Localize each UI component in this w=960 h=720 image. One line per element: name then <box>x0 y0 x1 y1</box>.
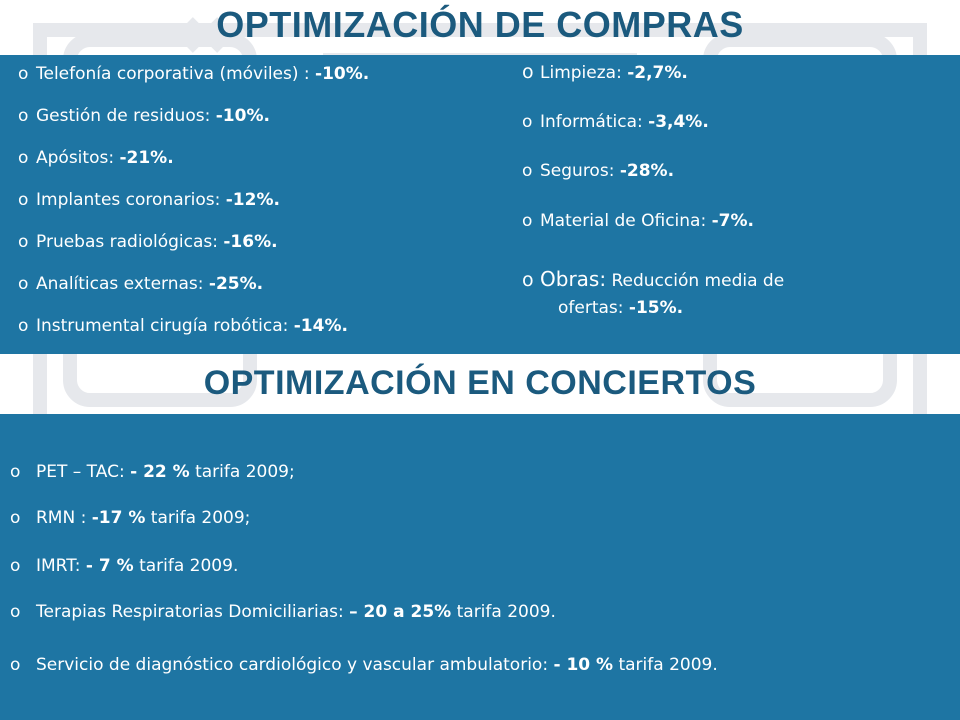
bullet: o <box>10 655 21 675</box>
list-item: o Gestión de residuos: -10%. <box>18 106 270 126</box>
item-value: - 22 % <box>130 462 190 482</box>
item-label: Gestión de residuos: <box>36 106 216 126</box>
bullet: o <box>522 161 533 181</box>
item-continuation: ofertas: -15%. <box>522 295 784 321</box>
item-label: Apósitos: <box>36 148 120 168</box>
list-item: o RMN : -17 % tarifa 2009; <box>10 508 250 528</box>
item-value: -2,7%. <box>627 63 688 83</box>
item-suffix: tarifa 2009; <box>189 462 295 482</box>
item-value: -28%. <box>619 161 675 181</box>
bullet: o <box>10 462 21 482</box>
item-label: Informática: <box>540 112 649 132</box>
bullet: o <box>10 602 21 622</box>
item-label: Seguros: <box>540 161 620 181</box>
bullet: o <box>10 508 21 528</box>
bullet: o <box>522 112 533 132</box>
item-value: -17 % <box>91 508 146 528</box>
item-value: - 10 % <box>553 655 614 675</box>
item-label: Instrumental cirugía robótica: <box>36 316 294 336</box>
item-label: Limpieza: <box>540 63 628 83</box>
list-item: o Telefonía corporativa (móviles) : -10%. <box>18 64 369 84</box>
item-value: -21%. <box>119 148 174 168</box>
item-label: RMN : <box>36 508 92 528</box>
item-label: Servicio de diagnóstico cardiológico y v… <box>36 655 554 675</box>
bullet: o <box>18 148 29 168</box>
item-value: -12%. <box>225 190 280 210</box>
list-item: o Terapias Respiratorias Domiciliarias: –… <box>10 602 556 622</box>
item-label: Terapias Respiratorias Domiciliarias: <box>36 602 350 622</box>
item-suffix: tarifa 2009. <box>451 602 556 622</box>
list-item: o Informática: -3,4%. <box>522 112 709 132</box>
item-suffix: tarifa 2009; <box>145 508 251 528</box>
bullet: o <box>10 556 21 576</box>
list-item: o Servicio de diagnóstico cardiológico y … <box>10 655 718 675</box>
list-item: o Instrumental cirugía robótica: -14%. <box>18 316 348 336</box>
item-value: - 7 % <box>85 556 134 576</box>
item-value: -10%. <box>315 64 370 84</box>
item-label: Analíticas externas: <box>36 274 209 294</box>
item-value: -14%. <box>293 316 348 336</box>
item-label: Pruebas radiológicas: <box>36 232 224 252</box>
list-item: o Analíticas externas: -25%. <box>18 274 263 294</box>
list-item: o Pruebas radiológicas: -16%. <box>18 232 278 252</box>
item-label: Telefonía corporativa (móviles) : <box>36 64 316 84</box>
list-item: o Material de Oficina: -7%. <box>522 211 754 231</box>
item-value: -3,4%. <box>648 112 709 132</box>
bullet: o <box>522 61 534 83</box>
list-item: o Implantes coronarios: -12%. <box>18 190 280 210</box>
item-label: PET – TAC: <box>36 462 131 482</box>
compras-title: OPTIMIZACIÓN DE COMPRAS <box>216 4 744 45</box>
item-label-cont: ofertas: <box>558 298 629 318</box>
item-value: -10%. <box>215 106 270 126</box>
list-item: o Limpieza: -2,7%. <box>522 62 688 83</box>
item-label: Implantes coronarios: <box>36 190 226 210</box>
item-value: – 20 a 25% <box>349 602 452 622</box>
item-value: -15%. <box>628 298 684 318</box>
list-item: o Seguros: -28%. <box>522 161 674 181</box>
item-label-lead: Obras: <box>540 267 607 291</box>
bullet: o <box>18 106 29 126</box>
item-label: IMRT: <box>36 556 86 576</box>
item-value: -25%. <box>208 274 264 294</box>
list-item: o Apósitos: -21%. <box>18 148 174 168</box>
item-suffix: tarifa 2009. <box>613 655 718 675</box>
list-item: o IMRT: - 7 % tarifa 2009. <box>10 556 238 576</box>
item-value: -7%. <box>711 211 754 231</box>
conciertos-title: OPTIMIZACIÓN EN CONCIERTOS <box>203 364 757 402</box>
bullet: o <box>18 64 29 84</box>
item-value: -16%. <box>223 232 278 252</box>
bullet: o <box>522 211 533 231</box>
bullet: o <box>522 269 534 291</box>
item-label: Reducción media de <box>606 271 785 291</box>
bullet: o <box>18 274 29 294</box>
item-suffix: tarifa 2009. <box>133 556 239 576</box>
list-item: o Obras: Reducción media de ofertas: -15%. <box>522 265 784 321</box>
compras-panel: o Telefonía corporativa (móviles) : -10%.… <box>0 55 960 354</box>
bullet: o <box>18 232 29 252</box>
item-label: Material de Oficina: <box>540 211 712 231</box>
bullet: o <box>18 190 29 210</box>
list-item: o PET – TAC: - 22 % tarifa 2009; <box>10 462 295 482</box>
conciertos-panel: o PET – TAC: - 22 % tarifa 2009; o RMN : -… <box>0 414 960 720</box>
bullet: o <box>18 316 29 336</box>
